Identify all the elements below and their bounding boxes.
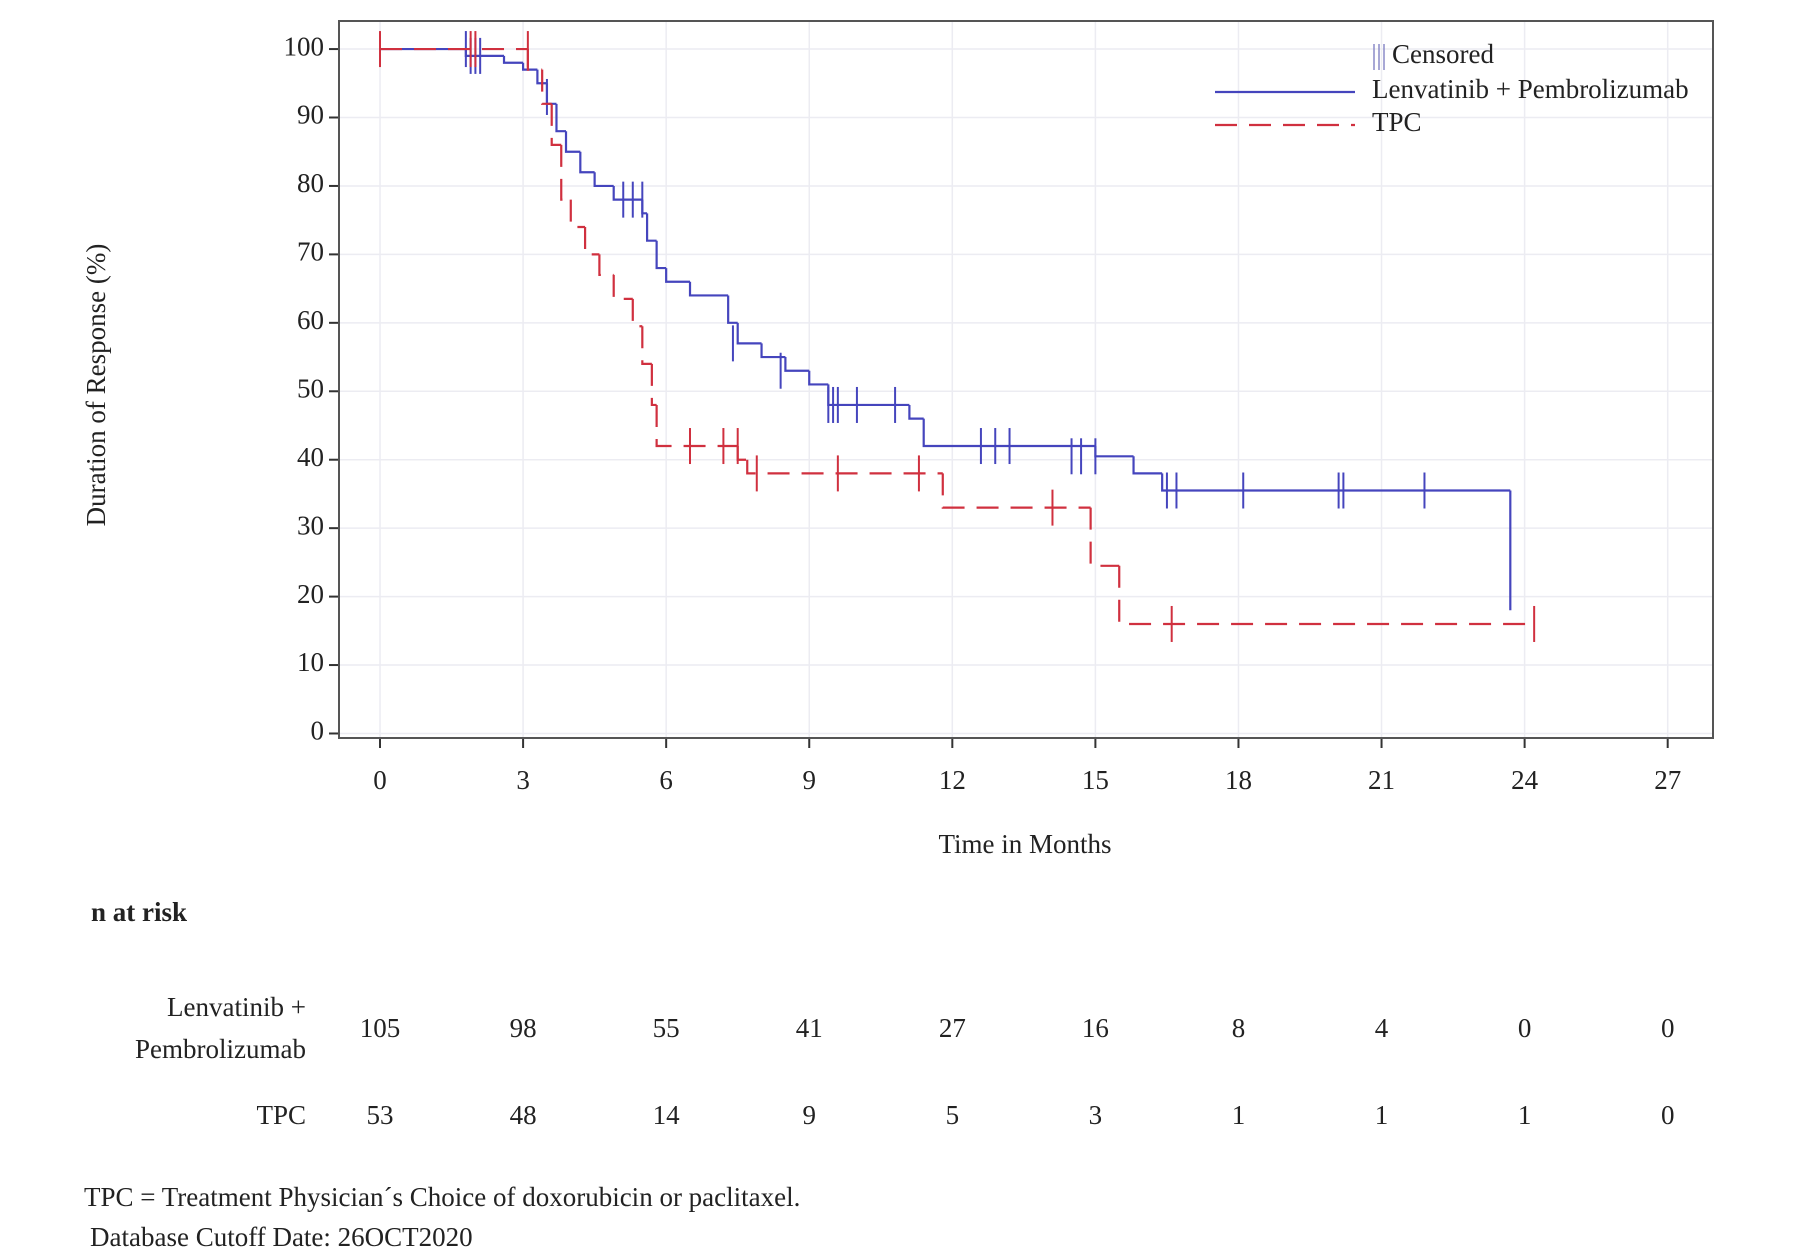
y-tick-label: 0 bbox=[311, 716, 325, 746]
x-tick-label: 15 bbox=[1082, 765, 1109, 795]
risk-count: 53 bbox=[367, 1100, 394, 1130]
km-step bbox=[1089, 507, 1120, 567]
km-step bbox=[727, 295, 738, 324]
km-step bbox=[541, 69, 552, 105]
risk-count: 8 bbox=[1232, 1013, 1246, 1043]
risk-count: 0 bbox=[1518, 1013, 1532, 1043]
km-step bbox=[1132, 456, 1163, 475]
km-step bbox=[550, 103, 562, 146]
risk-count: 5 bbox=[946, 1100, 960, 1130]
km-step bbox=[598, 254, 614, 277]
km-step bbox=[564, 131, 581, 153]
risk-count: 4 bbox=[1375, 1013, 1389, 1043]
risk-count: 105 bbox=[360, 1013, 401, 1043]
footnote: TPC = Treatment Physician´s Choice of do… bbox=[84, 1182, 800, 1212]
x-tick-label: 27 bbox=[1654, 765, 1681, 795]
km-step bbox=[502, 55, 524, 64]
km-step bbox=[746, 459, 943, 475]
footnote: Database Cutoff Date: 26OCT2020 bbox=[90, 1222, 473, 1252]
risk-count: 16 bbox=[1082, 1013, 1109, 1043]
risk-row-label: TPC bbox=[256, 1100, 306, 1130]
km-step bbox=[1118, 565, 1535, 626]
risk-count: 98 bbox=[510, 1013, 537, 1043]
km-step bbox=[655, 240, 667, 270]
km-step bbox=[808, 370, 829, 386]
x-tick-label: 24 bbox=[1511, 765, 1539, 795]
risk-count: 48 bbox=[510, 1100, 537, 1130]
x-tick-label: 21 bbox=[1368, 765, 1395, 795]
km-step bbox=[536, 69, 547, 85]
y-tick-label: 50 bbox=[297, 373, 324, 403]
km-step bbox=[908, 404, 924, 420]
y-tick-label: 100 bbox=[284, 31, 325, 61]
x-tick-label: 6 bbox=[659, 765, 673, 795]
km-step bbox=[631, 298, 643, 328]
risk-row-label: Pembrolizumab bbox=[135, 1034, 306, 1064]
risk-count: 0 bbox=[1661, 1100, 1675, 1130]
y-axis-label: Duration of Response (%) bbox=[81, 244, 111, 527]
y-tick-label: 70 bbox=[297, 237, 324, 267]
x-tick-label: 3 bbox=[516, 765, 530, 795]
risk-count: 9 bbox=[802, 1100, 816, 1130]
km-step bbox=[579, 151, 595, 174]
km-step bbox=[560, 144, 571, 201]
km-step bbox=[784, 357, 810, 372]
risk-count: 14 bbox=[653, 1100, 681, 1130]
risk-count: 3 bbox=[1089, 1100, 1103, 1130]
km-step bbox=[569, 199, 586, 229]
km-step bbox=[526, 49, 543, 71]
risk-count: 55 bbox=[653, 1013, 680, 1043]
y-tick-label: 60 bbox=[297, 305, 324, 335]
km-step bbox=[612, 185, 643, 201]
x-tick-label: 18 bbox=[1225, 765, 1252, 795]
km-step bbox=[521, 62, 538, 71]
km-step bbox=[760, 343, 786, 359]
km-step bbox=[827, 384, 910, 407]
y-tick-label: 10 bbox=[297, 647, 324, 677]
plot-frame bbox=[338, 20, 1714, 739]
km-step bbox=[1161, 473, 1511, 492]
km-step bbox=[650, 363, 657, 407]
legend-label: Lenvatinib + Pembrolizumab bbox=[1372, 74, 1689, 104]
km-step bbox=[641, 326, 652, 365]
x-axis-label: Time in Months bbox=[938, 829, 1111, 859]
risk-count: 27 bbox=[939, 1013, 966, 1043]
y-tick-label: 40 bbox=[297, 442, 324, 472]
km-step bbox=[612, 274, 633, 300]
km-step bbox=[645, 213, 657, 242]
x-tick-label: 9 bbox=[802, 765, 816, 795]
km-step bbox=[922, 418, 1096, 448]
km-step bbox=[1094, 446, 1134, 458]
km-step bbox=[941, 473, 1091, 509]
km-step bbox=[545, 83, 557, 105]
x-tick-label: 0 bbox=[373, 765, 387, 795]
risk-title: n at risk bbox=[91, 897, 187, 927]
km-step bbox=[583, 227, 600, 256]
legend-label: TPC bbox=[1372, 107, 1422, 137]
km-step bbox=[736, 322, 762, 345]
legend-censored: Censored bbox=[1392, 39, 1494, 69]
km-step bbox=[555, 103, 567, 133]
risk-count: 41 bbox=[796, 1013, 823, 1043]
risk-count: 1 bbox=[1232, 1100, 1246, 1130]
km-step bbox=[655, 404, 738, 448]
km-step bbox=[736, 446, 748, 461]
km-step bbox=[593, 172, 614, 188]
km-step bbox=[665, 268, 691, 283]
x-tick-label: 12 bbox=[939, 765, 966, 795]
km-step bbox=[688, 281, 729, 297]
risk-count: 0 bbox=[1661, 1013, 1675, 1043]
risk-row-label: Lenvatinib + bbox=[167, 992, 306, 1022]
risk-count: 1 bbox=[1518, 1100, 1532, 1130]
y-tick-label: 80 bbox=[297, 168, 324, 198]
y-tick-label: 90 bbox=[297, 100, 324, 130]
y-tick-label: 20 bbox=[297, 579, 324, 609]
y-tick-label: 30 bbox=[297, 510, 324, 540]
risk-count: 1 bbox=[1375, 1100, 1389, 1130]
